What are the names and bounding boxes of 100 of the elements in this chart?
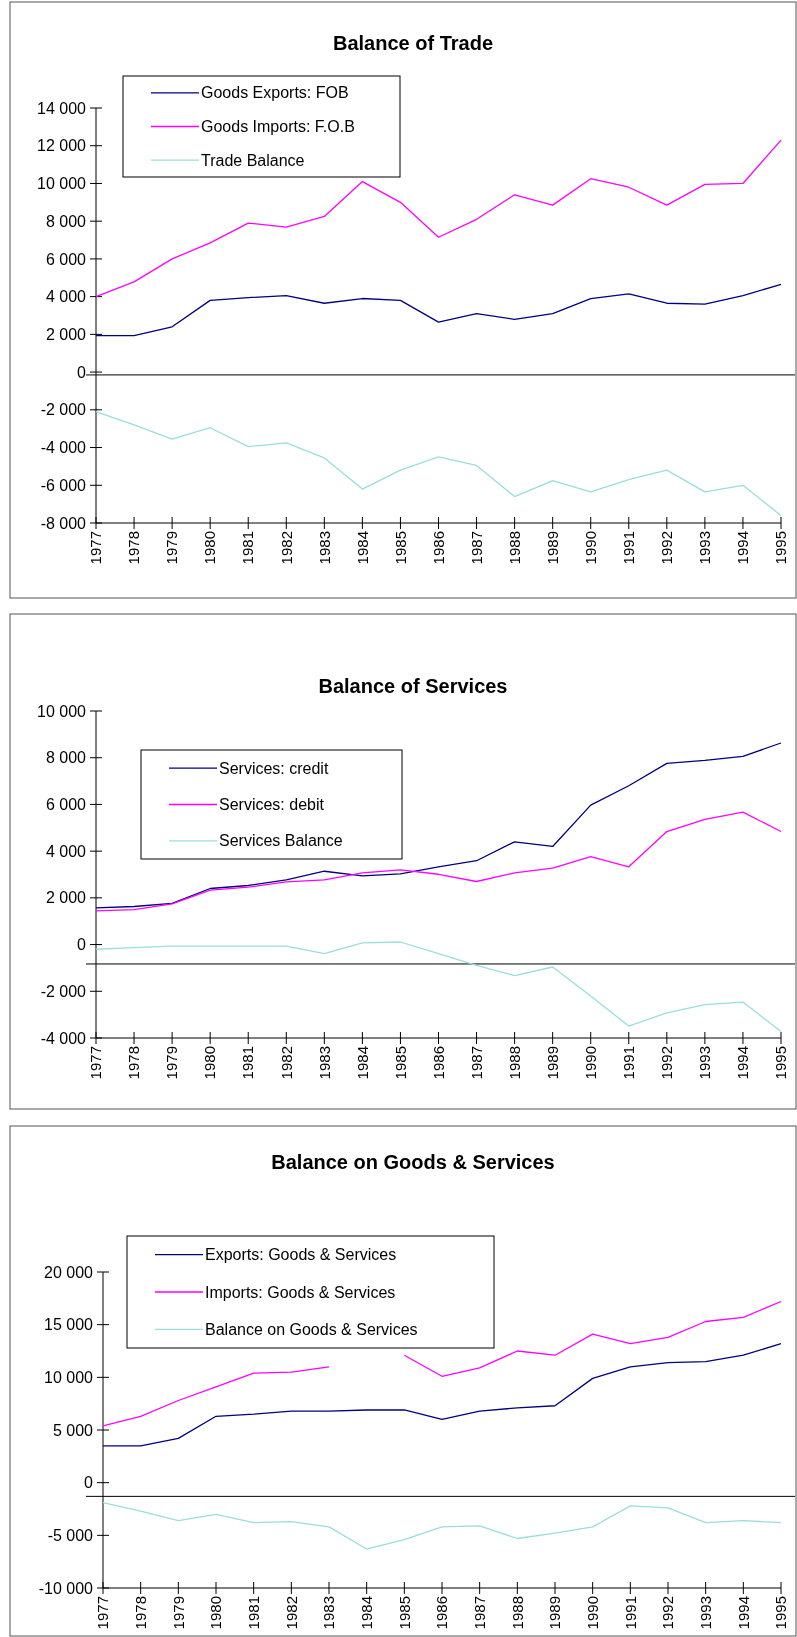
y-tick-label: 4 000: [45, 288, 87, 306]
y-tick-label: 2 000: [45, 889, 87, 907]
legend-label: Balance on Goods & Services: [205, 1320, 418, 1338]
y-tick-label: 2 000: [45, 325, 87, 343]
legend-label: Services Balance: [219, 832, 343, 850]
line-series: [95, 411, 782, 517]
chart-title: Balance on Goods & Services: [271, 1151, 555, 1173]
x-tick-label: 1995: [772, 531, 790, 565]
y-tick-label: 5 000: [52, 1421, 94, 1439]
y-tick-label: 6 000: [45, 250, 87, 268]
x-tick-label: 1979: [163, 531, 181, 565]
x-tick-label: 1983: [315, 531, 333, 565]
x-tick-label: 1977: [87, 1046, 105, 1080]
y-tick-label: -6 000: [40, 476, 87, 494]
x-tick-label: 1994: [734, 531, 752, 565]
x-tick-label: 1985: [391, 531, 409, 565]
x-tick-label: 1982: [277, 1046, 295, 1080]
line-series: [102, 1342, 782, 1447]
y-tick-label: 20 000: [44, 1263, 94, 1281]
legend-label: Exports: Goods & Services: [205, 1246, 397, 1264]
y-tick-label: -8 000: [40, 514, 87, 532]
x-tick-label: 1980: [201, 531, 219, 565]
y-tick-label: -4 000: [40, 1029, 87, 1047]
x-tick-label: 1985: [391, 1046, 409, 1080]
x-tick-label: 1987: [467, 1046, 485, 1080]
y-tick-label: 8 000: [45, 212, 87, 230]
y-tick-label: 8 000: [45, 749, 87, 767]
x-tick-label: 1986: [429, 531, 447, 565]
y-tick-label: 14 000: [37, 99, 87, 117]
x-tick-label: 1991: [621, 1596, 639, 1630]
x-tick-label: 1993: [696, 1596, 714, 1630]
x-tick-label: 1987: [467, 531, 485, 565]
x-tick-label: 1985: [395, 1596, 413, 1630]
x-tick-label: 1992: [658, 1046, 676, 1080]
x-tick-label: 1993: [696, 1046, 714, 1080]
x-tick-label: 1980: [207, 1596, 225, 1630]
legend-label: Goods Exports: FOB: [201, 84, 349, 102]
legend-label: Imports: Goods & Services: [205, 1283, 396, 1301]
x-tick-label: 1979: [169, 1596, 187, 1630]
y-tick-label: 15 000: [44, 1316, 94, 1334]
line-series: [95, 742, 782, 909]
legend-label: Services: credit: [219, 759, 329, 777]
chart-title: Balance of Trade: [332, 32, 494, 54]
x-tick-label: 1988: [505, 531, 523, 565]
y-tick-label: 0: [77, 363, 87, 381]
x-tick-label: 1986: [433, 1596, 451, 1630]
legend-label: Trade Balance: [201, 151, 305, 169]
y-tick-label: -4 000: [40, 439, 87, 457]
x-tick-label: 1994: [734, 1596, 752, 1630]
x-tick-label: 1981: [244, 1596, 262, 1630]
x-tick-label: 1982: [277, 531, 295, 565]
x-tick-label: 1992: [659, 1596, 677, 1630]
x-tick-label: 1988: [505, 1046, 523, 1080]
legend-label: Services: debit: [219, 796, 325, 814]
y-tick-label: 10 000: [44, 1368, 94, 1386]
line-series: [95, 283, 782, 337]
x-tick-label: 1992: [658, 531, 676, 565]
y-tick-label: 12 000: [37, 137, 87, 155]
x-tick-label: 1991: [620, 1046, 638, 1080]
x-tick-label: 1980: [201, 1046, 219, 1080]
x-tick-label: 1993: [696, 531, 714, 565]
y-tick-label: 10 000: [37, 702, 87, 720]
x-tick-label: 1982: [282, 1596, 300, 1630]
x-tick-label: 1986: [429, 1046, 447, 1080]
line-series: [102, 1502, 782, 1550]
x-tick-label: 1979: [163, 1046, 181, 1080]
x-tick-label: 1984: [357, 1596, 375, 1630]
x-tick-label: 1991: [620, 531, 638, 565]
x-tick-label: 1988: [508, 1596, 526, 1630]
x-tick-label: 1990: [581, 1046, 599, 1080]
y-tick-label: 4 000: [45, 842, 87, 860]
legend-label: Goods Imports: F.O.B: [201, 118, 355, 136]
x-tick-label: 1983: [320, 1596, 338, 1630]
y-tick-label: -2 000: [40, 982, 87, 1000]
x-tick-label: 1978: [125, 531, 143, 565]
y-tick-label: 6 000: [45, 796, 87, 814]
x-tick-label: 1987: [470, 1596, 488, 1630]
x-tick-label: 1978: [125, 1046, 143, 1080]
x-tick-label: 1995: [772, 1046, 790, 1080]
x-tick-label: 1981: [239, 1046, 257, 1080]
chart-title: Balance of Services: [318, 675, 508, 697]
x-tick-label: 1977: [87, 531, 105, 565]
x-tick-label: 1989: [543, 1046, 561, 1080]
x-tick-label: 1981: [239, 531, 257, 565]
x-tick-label: 1994: [734, 1046, 752, 1080]
x-tick-label: 1978: [131, 1596, 149, 1630]
y-tick-label: -5 000: [47, 1526, 94, 1544]
x-tick-label: 1989: [546, 1596, 564, 1630]
line-series: [95, 811, 782, 912]
y-tick-label: -10 000: [38, 1579, 94, 1597]
line-series: [95, 941, 782, 1033]
y-tick-label: 10 000: [37, 175, 87, 193]
x-tick-label: 1990: [583, 1596, 601, 1630]
x-tick-label: 1984: [353, 1046, 371, 1080]
x-tick-label: 1983: [315, 1046, 333, 1080]
line-series: [95, 139, 782, 298]
y-tick-label: -2 000: [40, 401, 87, 419]
x-tick-label: 1995: [772, 1596, 790, 1630]
x-tick-label: 1989: [543, 531, 561, 565]
x-tick-label: 1977: [94, 1596, 112, 1630]
